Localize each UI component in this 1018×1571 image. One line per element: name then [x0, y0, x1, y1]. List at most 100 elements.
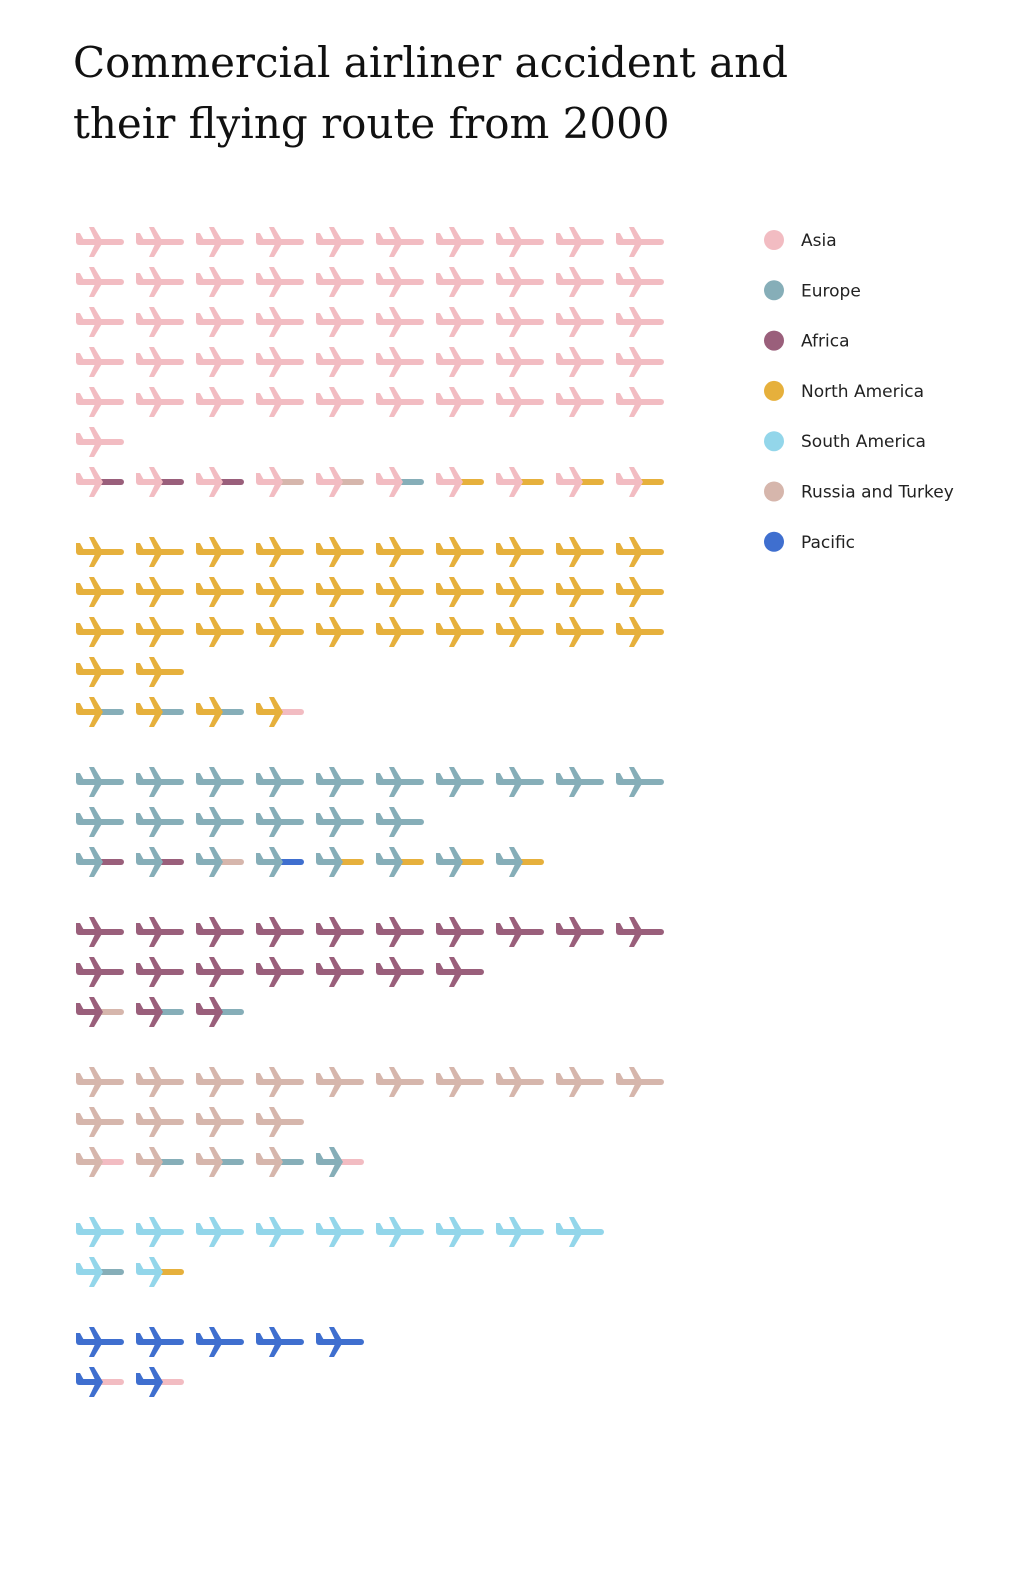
- tail-fin: [616, 273, 625, 282]
- wing: [329, 1067, 343, 1097]
- plane: [616, 537, 664, 567]
- wing: [209, 1107, 223, 1137]
- plane: [136, 1147, 184, 1177]
- plane: [316, 807, 364, 837]
- wing: [449, 617, 463, 647]
- wing: [149, 847, 163, 877]
- plane: [376, 467, 424, 497]
- tail-fin: [256, 353, 265, 362]
- wing: [209, 307, 223, 337]
- plane: [316, 917, 364, 947]
- plane: [556, 917, 604, 947]
- plane: [196, 1147, 244, 1177]
- tail-fin: [196, 583, 205, 592]
- plane: [136, 1257, 184, 1287]
- plane: [436, 307, 484, 337]
- wing: [329, 467, 343, 497]
- wing: [389, 307, 403, 337]
- wing: [269, 767, 283, 797]
- plane: [496, 387, 544, 417]
- wing: [389, 387, 403, 417]
- tail-fin: [556, 393, 565, 402]
- wing: [89, 1327, 103, 1357]
- tail-fin: [496, 473, 505, 482]
- plane: [556, 227, 604, 257]
- plane: [136, 467, 184, 497]
- tail-fin: [196, 1113, 205, 1122]
- wing: [629, 347, 643, 377]
- plane: [76, 847, 124, 877]
- wing: [569, 387, 583, 417]
- plane: [196, 1107, 244, 1137]
- plane: [136, 997, 184, 1027]
- tail-fin: [616, 353, 625, 362]
- plane: [76, 537, 124, 567]
- wing: [89, 467, 103, 497]
- plane: [76, 807, 124, 837]
- wing: [209, 997, 223, 1027]
- wing: [89, 227, 103, 257]
- tail-fin: [436, 393, 445, 402]
- tail-fin: [76, 433, 85, 442]
- tail-fin: [556, 473, 565, 482]
- plane: [616, 347, 664, 377]
- wing: [89, 1257, 103, 1287]
- plane: [376, 227, 424, 257]
- wing: [629, 467, 643, 497]
- wing: [629, 767, 643, 797]
- wing: [569, 227, 583, 257]
- plane: [316, 267, 364, 297]
- plane: [616, 267, 664, 297]
- wing: [449, 227, 463, 257]
- wing: [149, 1327, 163, 1357]
- tail-fin: [316, 923, 325, 932]
- tail-fin: [256, 963, 265, 972]
- plane: [136, 1327, 184, 1357]
- wing: [569, 917, 583, 947]
- plane: [376, 617, 424, 647]
- plane: [316, 577, 364, 607]
- wing: [269, 1327, 283, 1357]
- plane: [496, 1217, 544, 1247]
- tail-fin: [76, 543, 85, 552]
- plane: [556, 347, 604, 377]
- tail-fin: [496, 583, 505, 592]
- plane: [136, 1107, 184, 1137]
- wing: [269, 1147, 283, 1177]
- plane: [256, 577, 304, 607]
- wing: [389, 807, 403, 837]
- tail-fin: [496, 853, 505, 862]
- plane: [76, 387, 124, 417]
- plane: [76, 1147, 124, 1177]
- plane: [436, 1067, 484, 1097]
- wing: [269, 267, 283, 297]
- plane: [436, 537, 484, 567]
- tail-fin: [196, 273, 205, 282]
- plane: [196, 537, 244, 567]
- wing: [329, 1327, 343, 1357]
- wing: [629, 537, 643, 567]
- tail-fin: [316, 813, 325, 822]
- plane: [76, 427, 124, 457]
- tail-fin: [316, 853, 325, 862]
- tail-fin: [496, 1073, 505, 1082]
- tail-fin: [316, 773, 325, 782]
- tail-fin: [196, 773, 205, 782]
- tail-fin: [556, 353, 565, 362]
- tail-fin: [316, 963, 325, 972]
- tail-fin: [436, 233, 445, 242]
- plane: [136, 267, 184, 297]
- plane: [76, 697, 124, 727]
- wing: [209, 767, 223, 797]
- tail-fin: [616, 233, 625, 242]
- wing: [269, 577, 283, 607]
- tail-fin: [76, 1333, 85, 1342]
- tail-fin: [436, 1073, 445, 1082]
- plane: [136, 1217, 184, 1247]
- tail-fin: [376, 273, 385, 282]
- tail-fin: [76, 583, 85, 592]
- legend-label: Europe: [801, 281, 861, 301]
- tail-fin: [76, 1263, 85, 1272]
- wing: [269, 227, 283, 257]
